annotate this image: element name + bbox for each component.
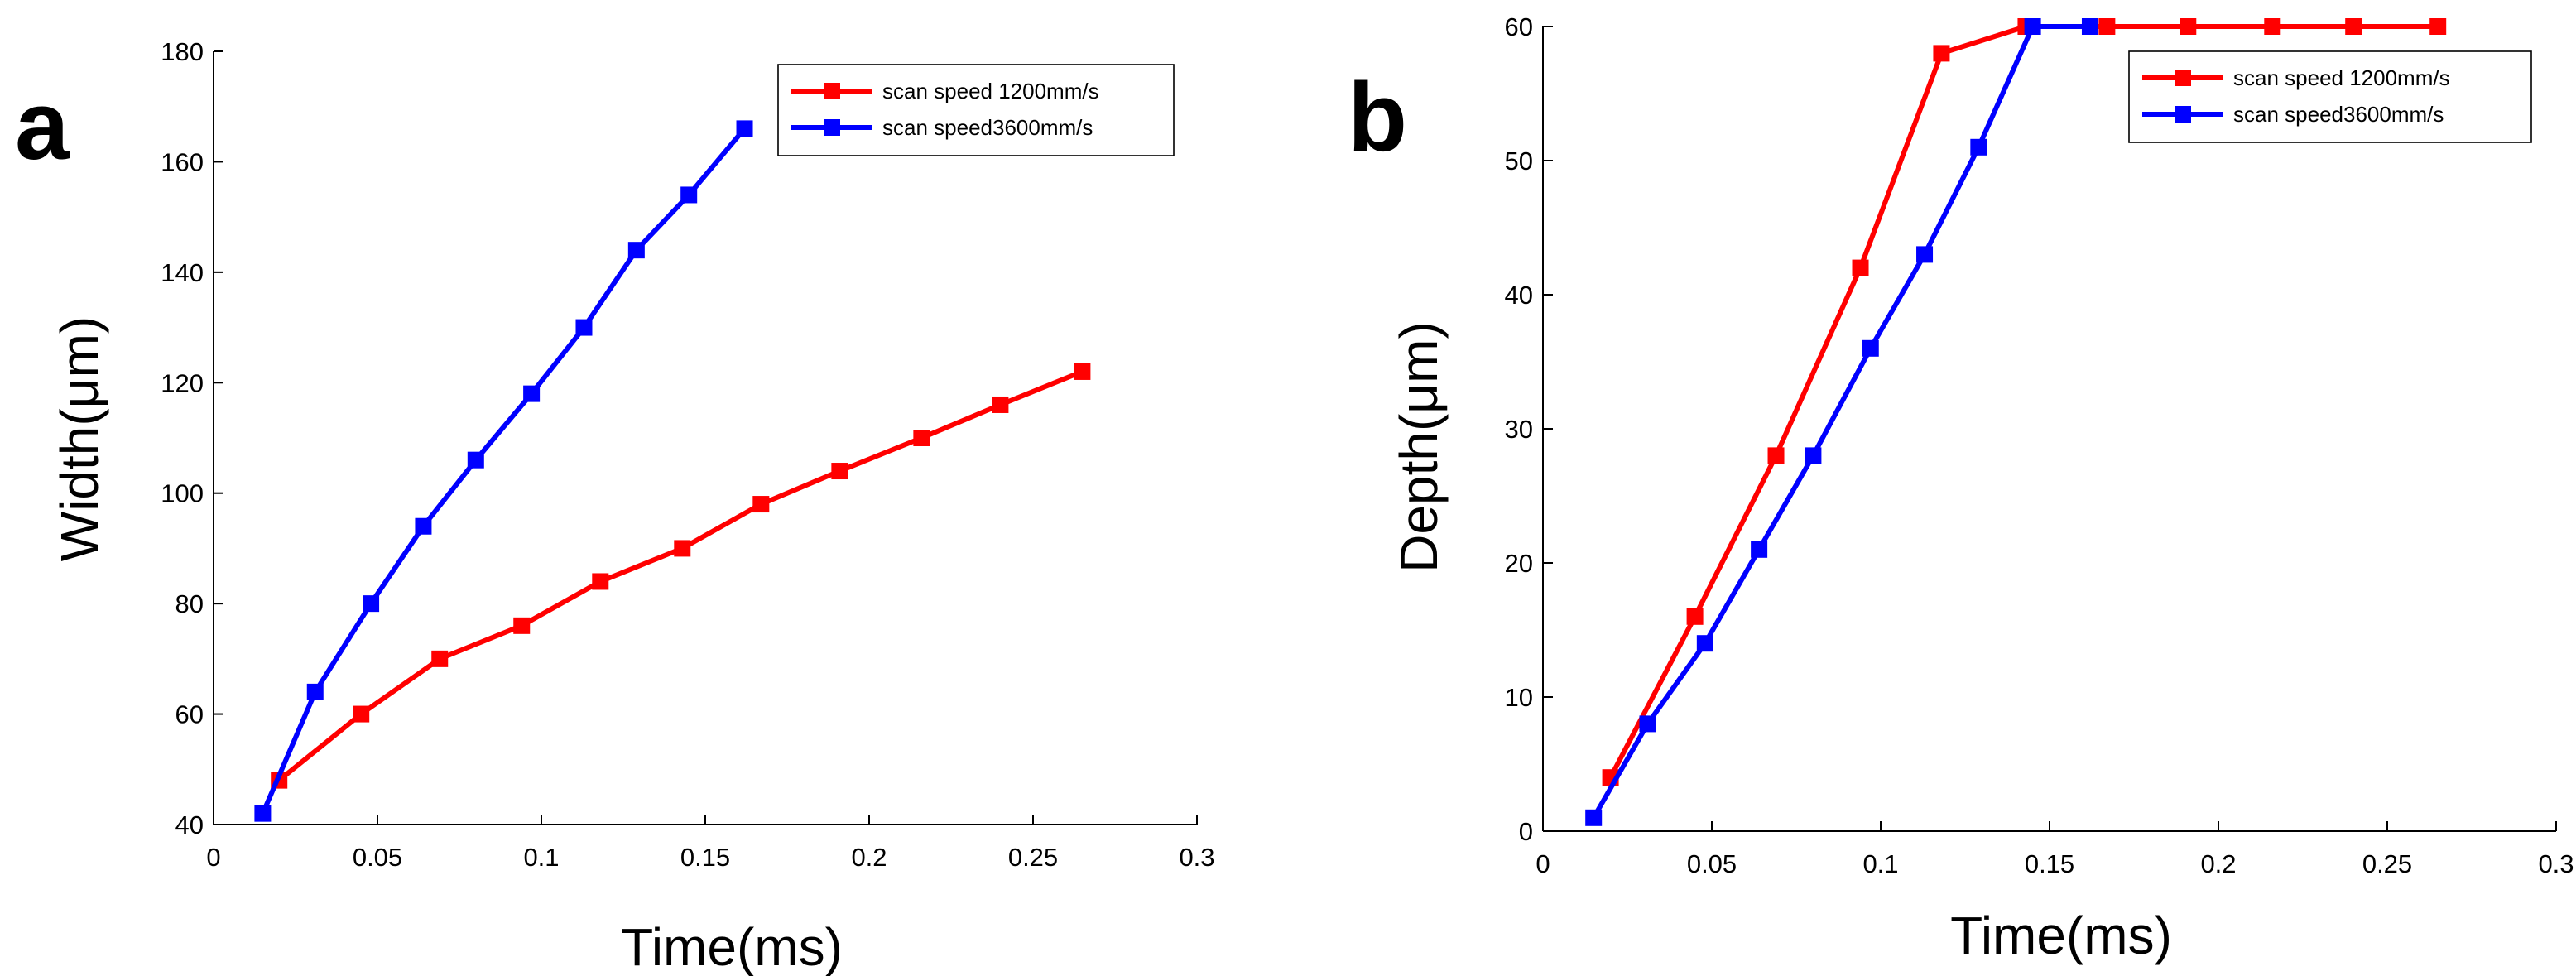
series-3600-line xyxy=(260,127,747,815)
y-tick-label: 180 xyxy=(161,37,204,66)
x-tick-label: 0 xyxy=(206,843,220,872)
series-3600-point xyxy=(1751,541,1768,558)
series-1200-point xyxy=(992,396,1009,413)
series-1200-point xyxy=(1686,608,1704,625)
y-tick-label: 40 xyxy=(175,810,204,839)
series-1200-point xyxy=(1767,447,1785,464)
series-3600-point xyxy=(627,242,645,259)
y-tick-label: 60 xyxy=(175,700,204,729)
legend: scan speed 1200mm/s scan speed3600mm/s xyxy=(777,64,1175,156)
y-tick-label: 140 xyxy=(161,258,204,287)
series-1200-point xyxy=(1933,45,1950,62)
y-tick-label: 60 xyxy=(1505,12,1533,41)
series-1200-point xyxy=(2098,18,2116,35)
series-1200-point xyxy=(674,540,691,557)
series-1200-point xyxy=(2180,18,2197,35)
series-1200-point xyxy=(913,430,930,446)
x-tick-label: 0.1 xyxy=(523,843,559,872)
series-1200-point xyxy=(1074,363,1091,380)
series-3600-point xyxy=(467,451,484,469)
panel-b-depth-chart: b Depth(μm) Time(ms) 0 0.05 0.1 0.15 0.2 0.25… xyxy=(1348,12,2574,965)
series-1200-point xyxy=(2429,18,2447,35)
legend-box xyxy=(777,64,1175,156)
x-tick-label: 0 xyxy=(1536,849,1550,878)
x-tick-label: 0.05 xyxy=(1687,849,1737,878)
x-axis-title-a: Time(ms) xyxy=(621,917,843,976)
series-3600-line xyxy=(1591,24,2090,820)
series-3600-point xyxy=(523,385,541,402)
series-3600-point xyxy=(2081,18,2098,35)
y-axis-title-a: Width(μm) xyxy=(50,316,109,561)
x-tick-label: 0.25 xyxy=(1008,843,1058,872)
legend-series-1200-label: scan speed 1200mm/s xyxy=(882,79,1099,103)
series-3600-point xyxy=(415,517,432,535)
series-3600-point xyxy=(1862,339,1879,357)
series-3600-point xyxy=(1916,246,1934,263)
series-3600-point xyxy=(575,319,593,336)
series-1200-point xyxy=(752,496,770,513)
legend-box xyxy=(2128,50,2532,143)
series-3600-point xyxy=(680,186,698,204)
y-tick-label: 40 xyxy=(1505,281,1533,310)
x-axis-title-b: Time(ms) xyxy=(1950,906,2172,965)
x-tick-label: 0.15 xyxy=(2025,849,2074,878)
series-1200-point xyxy=(431,650,449,667)
legend-series-3600-marker xyxy=(824,119,840,136)
y-tick-label: 0 xyxy=(1519,817,1533,846)
panel-a-width-chart: a Width(μm) Time(ms) 0 0.05 0.1 0.15 0.2 0.25… xyxy=(15,37,1215,976)
x-tick-label: 0.25 xyxy=(2362,849,2412,878)
x-tick-label: 0.2 xyxy=(2200,849,2236,878)
legend-series-3600-marker xyxy=(2175,106,2191,123)
y-tick-label: 10 xyxy=(1505,683,1533,712)
plot-area-b: 0 0.05 0.1 0.15 0.2 0.25 0.3 0 10 20 30 40 50 60 scan … xyxy=(1505,12,2574,878)
series-3600-point xyxy=(363,595,380,613)
series-1200-line xyxy=(277,369,1084,782)
y-tick-label: 50 xyxy=(1505,147,1533,175)
legend-series-1200-marker xyxy=(2175,70,2191,86)
panel-letter-b: b xyxy=(1348,63,1407,172)
series-3600-point xyxy=(1585,809,1603,826)
series-3600-point xyxy=(306,683,324,700)
x-tick-label: 0.3 xyxy=(2538,849,2574,878)
legend-series-1200-marker xyxy=(824,83,840,99)
series-1200-point xyxy=(2345,18,2362,35)
plot-area-a: 0 0.05 0.1 0.15 0.2 0.25 0.3 40 60 80 100 120 140 160… xyxy=(161,37,1214,872)
series-3600-point xyxy=(736,120,753,137)
legend-series-3600-label: scan speed3600mm/s xyxy=(882,115,1093,140)
series-1200-point xyxy=(831,463,848,480)
series-3600-point xyxy=(1805,447,1822,464)
y-tick-label: 30 xyxy=(1505,415,1533,444)
y-tick-label: 160 xyxy=(161,147,204,176)
legend-series-3600-label: scan speed3600mm/s xyxy=(2233,102,2444,127)
y-axis-title-b: Depth(μm) xyxy=(1389,321,1449,573)
x-tick-label: 0.15 xyxy=(680,843,730,872)
series-1200-point xyxy=(592,573,609,590)
y-tick-label: 120 xyxy=(161,368,204,397)
series-1200-point xyxy=(2264,18,2281,35)
series-3600-point xyxy=(2024,18,2041,35)
series-3600-point xyxy=(1696,635,1713,652)
series-1200-point xyxy=(353,705,370,723)
series-1200-point xyxy=(513,617,531,634)
x-tick-label: 0.1 xyxy=(1862,849,1898,878)
x-tick-label: 0.3 xyxy=(1179,843,1214,872)
series-3600-point xyxy=(254,805,272,822)
y-tick-label: 80 xyxy=(175,589,204,618)
x-tick-label: 0.05 xyxy=(353,843,402,872)
y-tick-label: 20 xyxy=(1505,549,1533,578)
series-1200-point xyxy=(1852,259,1869,276)
panel-letter-a: a xyxy=(15,71,70,180)
series-3600-point xyxy=(1639,715,1656,733)
legend: scan speed 1200mm/s scan speed3600mm/s xyxy=(2128,50,2532,143)
series-3600-point xyxy=(1970,138,1987,156)
y-tick-label: 100 xyxy=(161,479,204,508)
x-tick-label: 0.2 xyxy=(851,843,887,872)
legend-series-1200-label: scan speed 1200mm/s xyxy=(2233,65,2450,90)
